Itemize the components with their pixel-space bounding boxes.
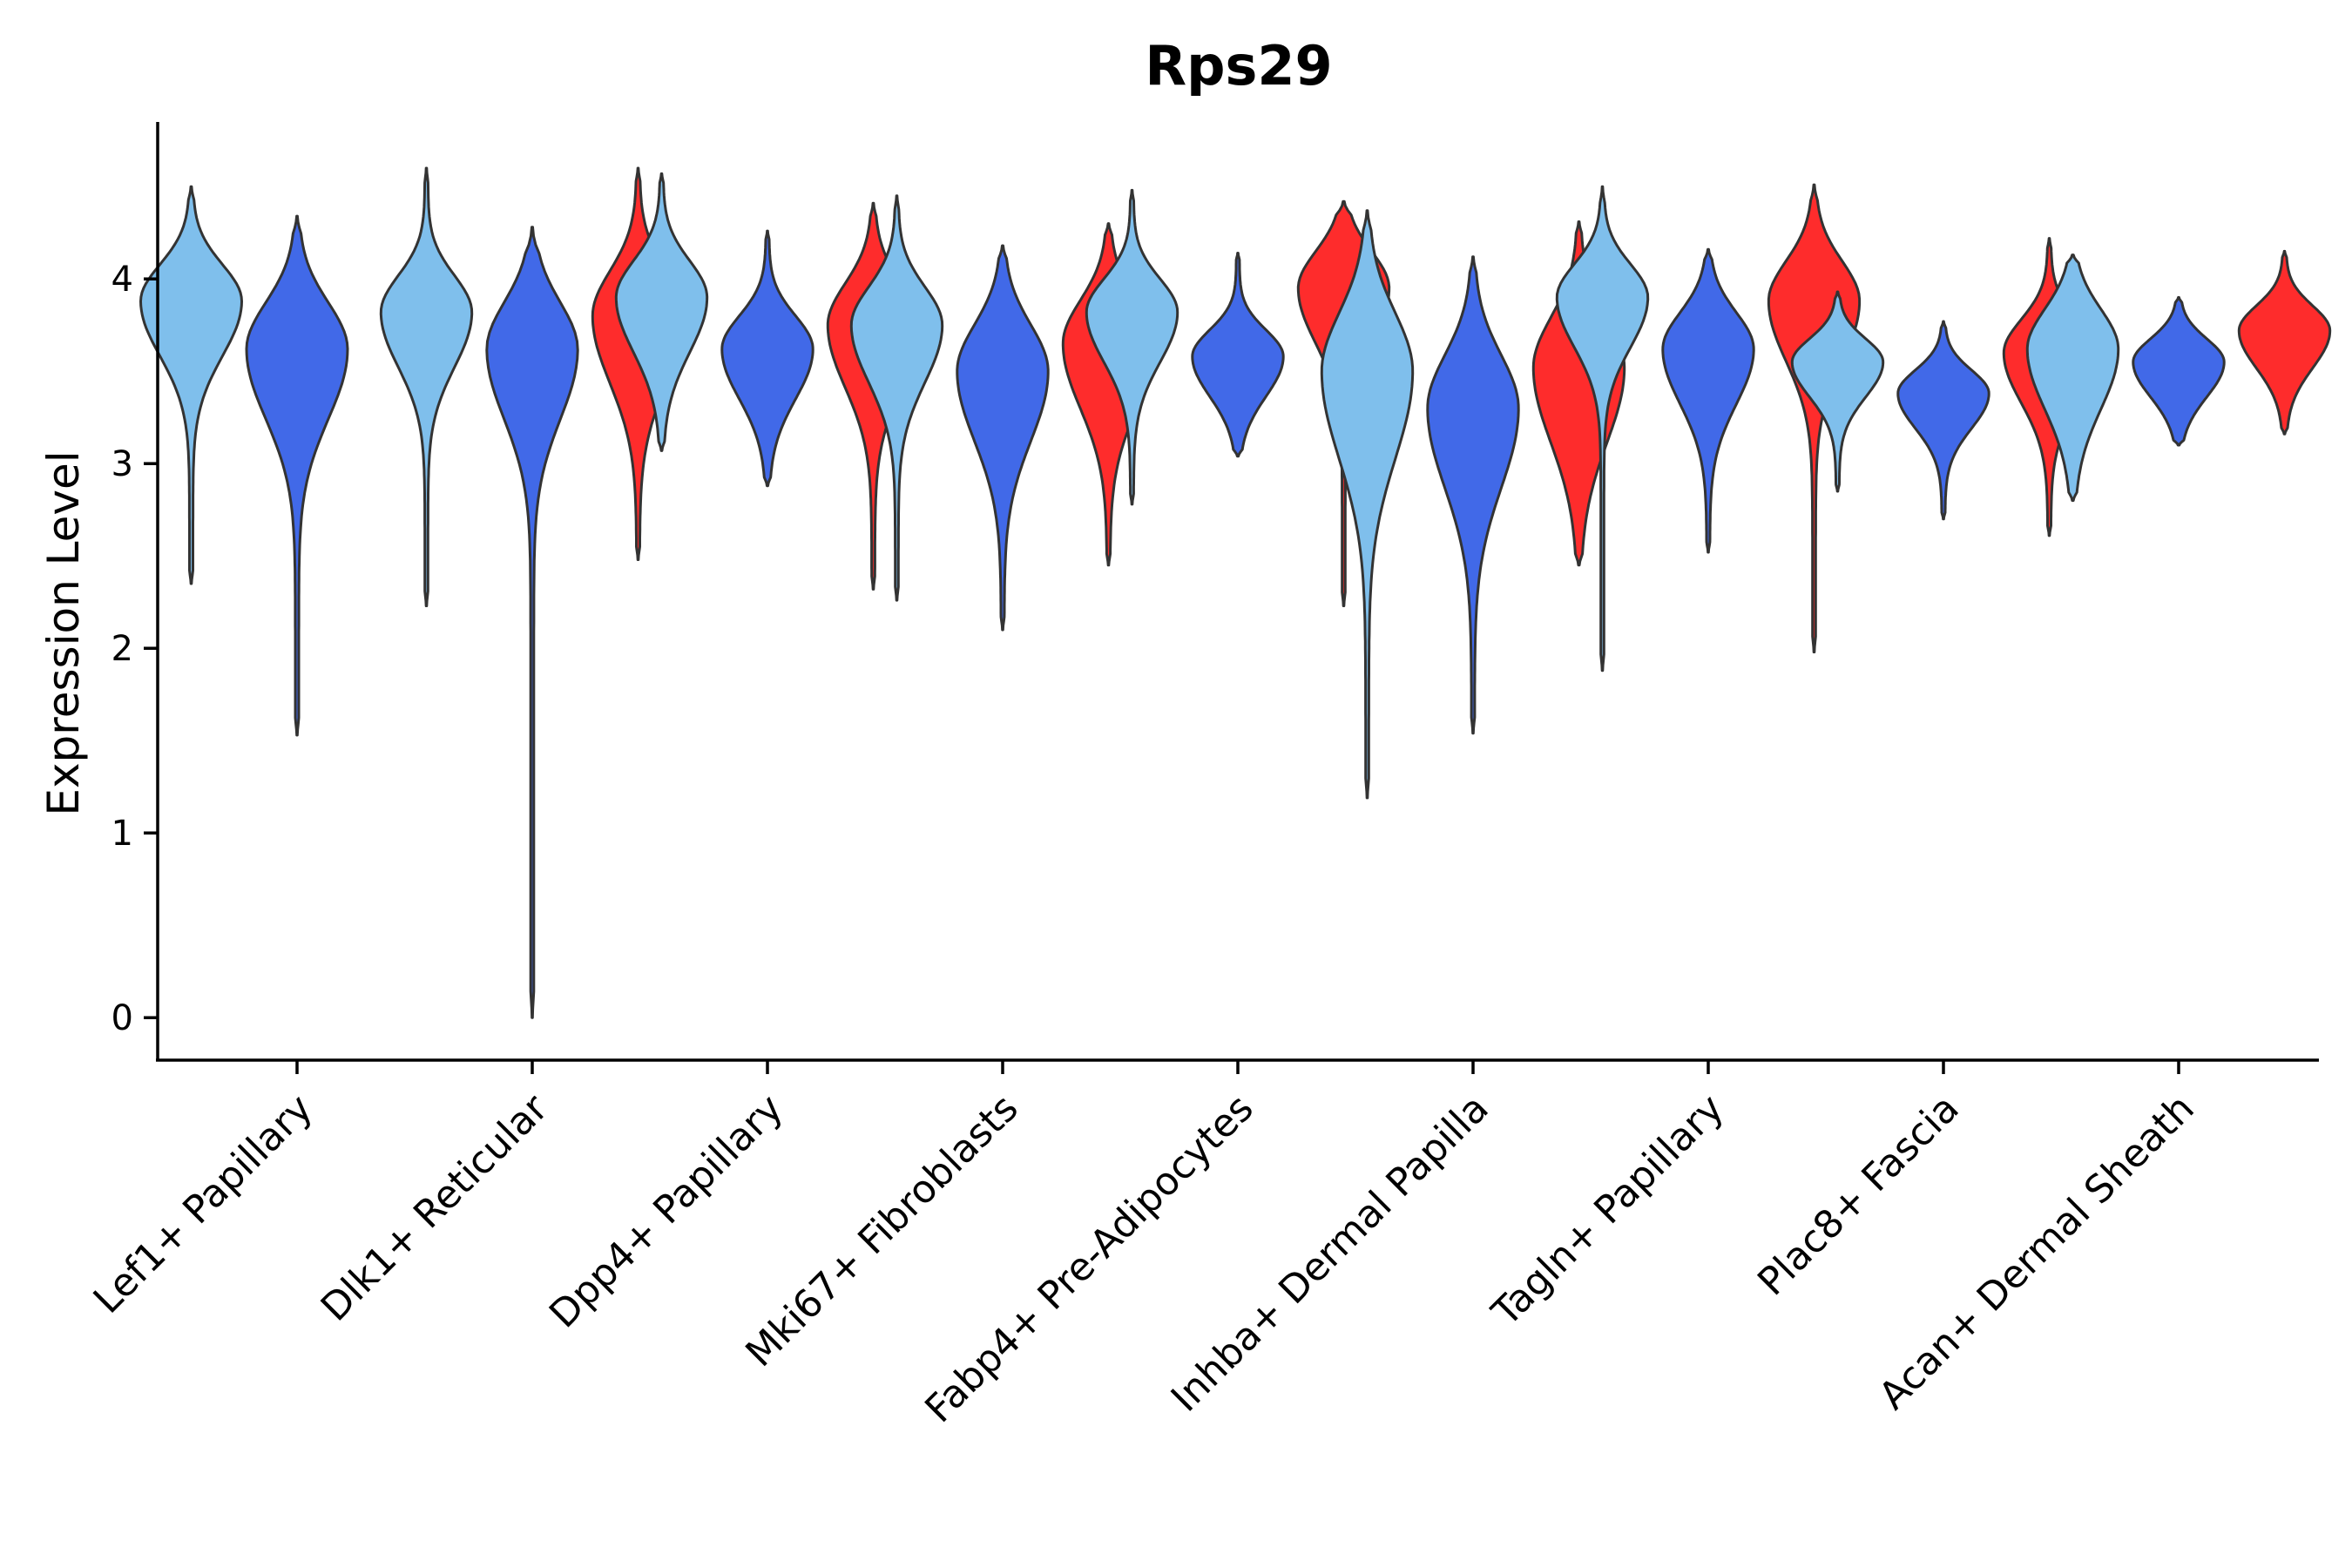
violin-acan-dermal-sheath-group-1 [2025,253,2120,503]
violin-fabp4-pre-adipocytes-group-2 [1191,252,1285,458]
violin-mki67-fibroblasts-group-1 [849,194,944,602]
violin-plac8-fascia-group-2 [1896,320,1990,521]
x-category-label: Plac8+ Fascia [1749,1086,1968,1305]
violin-tagln-papillary-group-1 [1555,185,1650,672]
x-category-label: Dlk1+ Reticular [313,1085,558,1330]
y-tick-label: 0 [112,998,133,1038]
x-category-label: Lef1+ Papillary [85,1086,321,1322]
y-ticks: 0 1 2 3 4 [112,260,158,1038]
violin-mki67-fibroblasts-group-2 [956,244,1050,632]
x-category-label: Tagln+ Papillary [1484,1086,1733,1335]
y-tick-label: 4 [112,260,133,300]
chart-title: Rps29 [1145,34,1332,98]
violin-fabp4-pre-adipocytes-group-1 [1085,188,1179,506]
violin-lef1-papillary-group-1 [139,185,243,585]
y-axis-label: Expression Level [38,450,89,815]
violin-dlk1-reticular-group-1 [379,166,474,607]
violin-acan-dermal-sheath-group-3 [2237,249,2332,436]
violin-dpp4-papillary-group-1 [614,172,709,452]
violin-plac8-fascia-group-1 [1790,290,1885,493]
violin-lef1-papillary-group-2 [245,214,349,737]
y-tick-label: 1 [112,814,133,854]
violin-inhba-dermal-papilla-group-1 [1320,209,1415,800]
y-tick-label: 2 [112,629,133,669]
violin-tagln-papillary-group-2 [1661,247,1755,554]
y-tick-label: 3 [112,444,133,484]
violin-dpp4-papillary-group-2 [720,229,814,488]
violin-layer [139,166,2332,1019]
violin-dlk1-reticular-group-2 [485,226,579,1019]
violin-inhba-dermal-papilla-group-2 [1426,255,1520,735]
x-category-label: Dpp4+ Papillary [541,1086,792,1337]
violin-acan-dermal-sheath-group-2 [2132,295,2226,447]
